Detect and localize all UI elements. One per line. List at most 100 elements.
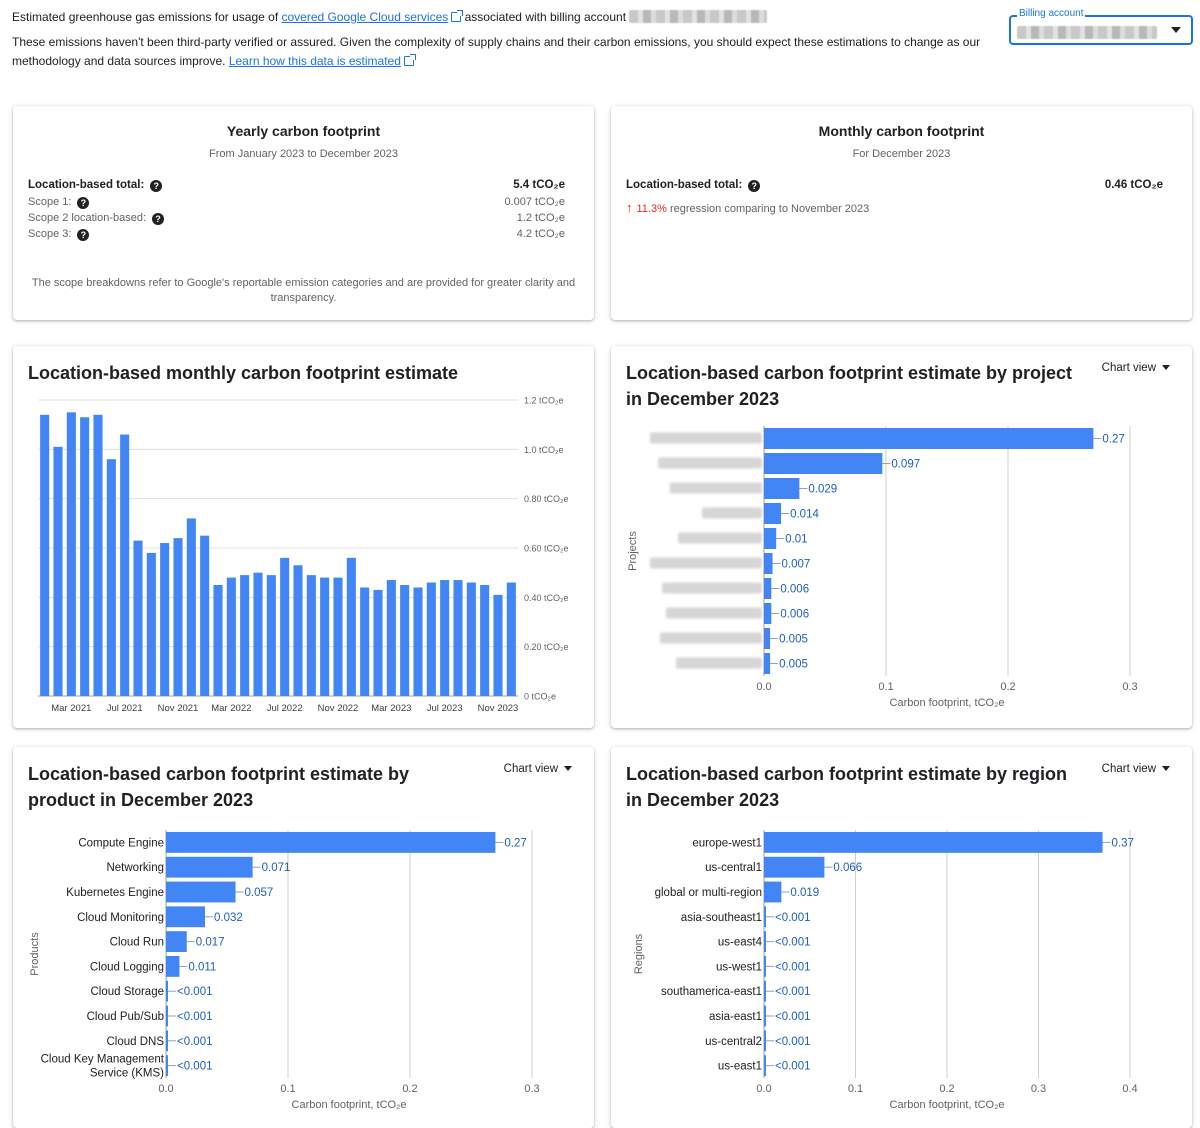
bar xyxy=(764,653,771,674)
bar xyxy=(186,518,196,696)
learn-more-link[interactable]: Learn how this data is estimated xyxy=(228,54,401,68)
x-tick-label: Nov 2022 xyxy=(318,703,359,714)
bar xyxy=(764,503,782,524)
bar xyxy=(226,577,236,696)
category-label: Cloud Monitoring xyxy=(77,912,164,924)
region-chart-card: Location-based carbon footprint estimate… xyxy=(611,747,1192,1128)
bar xyxy=(373,589,383,696)
category-label: Kubernetes Engine xyxy=(66,887,164,899)
help-icon[interactable]: ? xyxy=(748,180,761,192)
region-bar-chart: 0.0 0.1 0.2 0.3 0.4 Carbon footprint, tCO₂e Re… xyxy=(633,830,1138,1111)
y-axis-title: Products xyxy=(29,932,41,976)
bar xyxy=(764,1055,766,1077)
bar xyxy=(166,980,168,1002)
chart-view-label: Chart view xyxy=(503,763,558,775)
chart-title: Location-based monthly carbon footprint … xyxy=(28,363,459,383)
monthly-bar-chart: 0 tCO₂e 0.20 tCO₂e 0.40 tCO₂e 0.60 tCO₂e 0.8… xyxy=(38,396,569,714)
bar xyxy=(306,575,316,696)
category-label: Compute Engine xyxy=(78,837,164,849)
x-tick-label: 0.0 xyxy=(756,1083,771,1095)
x-tick-label: 0.1 xyxy=(878,681,893,693)
scope2-value: 1.2 tCO₂e xyxy=(516,212,565,224)
help-icon[interactable]: ? xyxy=(152,213,165,225)
bar xyxy=(240,575,250,696)
bar xyxy=(764,1005,766,1027)
value-label: <0.001 xyxy=(775,912,811,924)
card-title: Yearly carbon footprint xyxy=(226,123,381,139)
scope3-label: Scope 3: xyxy=(28,228,72,240)
category-label: europe-west1 xyxy=(692,837,762,849)
scope1-label: Scope 1: xyxy=(28,196,72,208)
product-chart-card: Location-based carbon footprint estimate… xyxy=(13,747,594,1128)
bar xyxy=(166,1005,168,1027)
scope3-value: 4.2 tCO₂e xyxy=(516,228,565,240)
value-label: <0.001 xyxy=(775,1036,811,1048)
bar xyxy=(413,587,423,696)
x-tick-label: 0.2 xyxy=(402,1083,417,1095)
value-label: <0.001 xyxy=(177,1061,213,1073)
value-label: 0.071 xyxy=(262,862,291,874)
total-value: 0.46 tCO₂e xyxy=(1104,179,1163,191)
redacted-category-label xyxy=(676,657,762,669)
bar xyxy=(293,565,303,696)
intro-text: Estimated greenhouse gas emissions for u… xyxy=(12,8,992,77)
bar xyxy=(320,577,330,696)
redacted-category-label xyxy=(658,457,762,469)
scope2-row: Scope 2 location-based:? 1.2 tCO₂e xyxy=(28,212,579,228)
bar xyxy=(213,585,223,696)
billing-account-select[interactable]: Billing account xyxy=(1009,8,1193,45)
project-bar-chart: 0.0 0.1 0.2 0.3 Carbon footprint, tCO₂e Proje… xyxy=(627,426,1138,709)
redacted-billing-value xyxy=(1017,26,1157,39)
covered-services-link[interactable]: covered Google Cloud services xyxy=(281,10,449,24)
y-tick-label: 1.0 tCO₂e xyxy=(524,445,564,455)
value-label: 0.032 xyxy=(214,912,243,924)
bar xyxy=(764,578,772,599)
category-label: us-east1 xyxy=(718,1061,762,1073)
redacted-category-label xyxy=(702,507,762,519)
x-axis-title: Carbon footprint, tCO₂e xyxy=(292,1099,407,1111)
value-label: 0.014 xyxy=(790,509,819,521)
chart-view-dropdown[interactable]: Chart view xyxy=(1102,362,1170,374)
y-tick-label: 0.20 tCO₂e xyxy=(524,642,569,652)
category-label: Cloud DNS xyxy=(106,1036,164,1048)
chart-view-dropdown[interactable]: Chart view xyxy=(504,763,572,775)
bar xyxy=(173,538,183,696)
help-icon[interactable]: ? xyxy=(150,180,163,192)
bar xyxy=(133,540,143,696)
redacted-billing-id xyxy=(629,10,768,23)
category-label: Cloud Key Management xyxy=(41,1054,165,1066)
scope-footnote: The scope breakdowns refer to Google's r… xyxy=(31,277,576,304)
bar xyxy=(506,582,516,696)
x-tick-label: 0.2 xyxy=(939,1083,954,1095)
value-label: <0.001 xyxy=(775,937,811,949)
value-label: 0.097 xyxy=(891,459,920,471)
monthly-footprint-card: Monthly carbon footprint For December 20… xyxy=(611,106,1192,320)
category-label: Cloud Storage xyxy=(90,986,164,998)
value-label: <0.001 xyxy=(177,1036,213,1048)
bar xyxy=(280,557,290,696)
value-label: 0.019 xyxy=(790,887,819,899)
help-icon[interactable]: ? xyxy=(77,197,90,209)
total-row: Location-based total:? 5.4 tCO₂e xyxy=(28,179,579,195)
redacted-category-label xyxy=(660,632,762,644)
bar xyxy=(166,1030,168,1052)
value-label: <0.001 xyxy=(775,961,811,973)
external-link-icon xyxy=(451,10,464,22)
x-axis-title: Carbon footprint, tCO₂e xyxy=(890,1099,1005,1111)
bar xyxy=(166,955,180,977)
yearly-footprint-card: Yearly carbon footprint From January 202… xyxy=(13,106,594,320)
bar xyxy=(200,535,210,696)
bar xyxy=(764,428,1094,449)
bar xyxy=(120,434,130,696)
regression-text: regression comparing to November 2023 xyxy=(669,203,870,215)
project-chart-card: Location-based carbon footprint estimate… xyxy=(611,346,1192,728)
chart-view-dropdown[interactable]: Chart view xyxy=(1102,763,1170,775)
category-label: Networking xyxy=(106,862,164,874)
x-tick-label: 0.4 xyxy=(1122,1083,1137,1095)
x-tick-label: Mar 2021 xyxy=(51,703,91,714)
help-icon[interactable]: ? xyxy=(77,229,90,241)
y-axis-title: Regions xyxy=(633,933,645,974)
bar xyxy=(266,575,276,696)
chevron-down-icon xyxy=(564,766,572,771)
chart-view-label: Chart view xyxy=(1101,362,1156,374)
